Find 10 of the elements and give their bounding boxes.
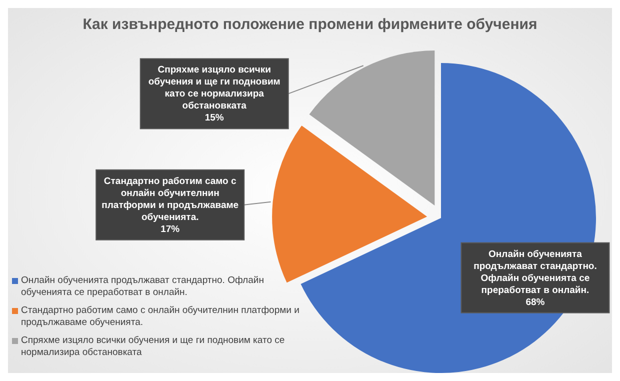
slice-label: Онлайн обученията продължават стандартно. Офлайн обученията се преработват в онлайн. [474,248,597,296]
chart-title: Как извънредното положение промени фирмените обучения [82,16,538,33]
slice-label: Стандартно работим само с онлайн обучителнин платформи и продължаваме обученията. [102,176,239,223]
data-label: 68% [526,296,546,308]
legend-label: Онлайн обученията продължават стандартно. Офлайн обученията се преработват в онлайн. [21,275,265,299]
data-label: 15% [204,112,224,124]
data-label: 17% [160,224,180,235]
slice-label: Спряхме изцяло всички обучения и ще ги подновим като се нормализира обстановката [148,64,280,112]
legend-label: Стандартно работим само с онлайн обучителнин платформи и продължаваме обученията. [21,305,300,329]
legend-label: Спряхме изцяло всички обучения и ще ги подновим като се нормализира обстановката [21,335,286,359]
